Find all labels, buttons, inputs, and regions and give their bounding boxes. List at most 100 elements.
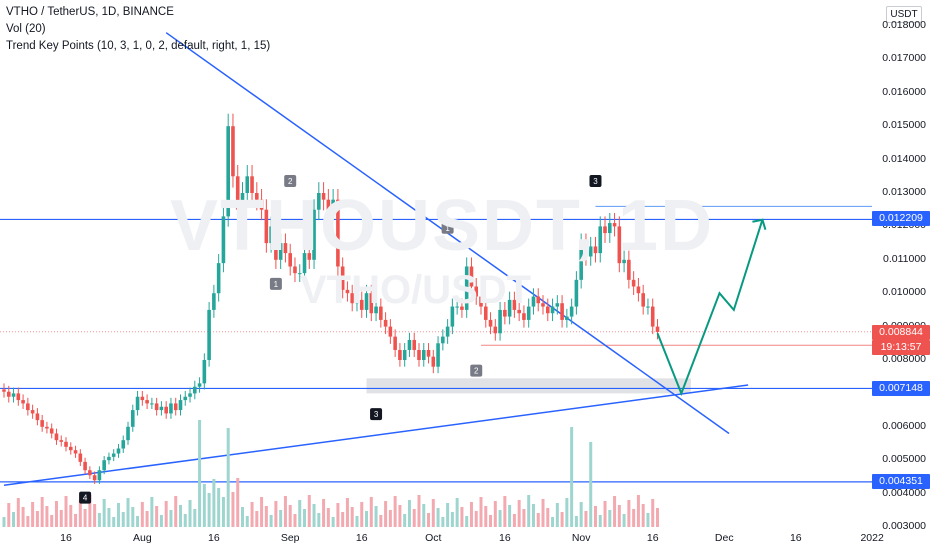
legend-symbol[interactable]: VTHO / TetherUS, 1D, BINANCE xyxy=(6,6,174,18)
candle-body[interactable] xyxy=(45,426,49,429)
candle-body[interactable] xyxy=(627,259,631,280)
candle-body[interactable] xyxy=(255,193,259,200)
candle-body[interactable] xyxy=(369,293,374,314)
candle-body[interactable] xyxy=(102,460,106,471)
candle-body[interactable] xyxy=(522,313,526,320)
candle-body[interactable] xyxy=(40,420,44,427)
candle-body[interactable] xyxy=(259,199,264,210)
candle-body[interactable] xyxy=(64,441,68,447)
candle-body[interactable] xyxy=(379,306,383,320)
legend-volume[interactable]: Vol (20) xyxy=(6,23,46,35)
candle-body[interactable] xyxy=(536,296,541,304)
candle-body[interactable] xyxy=(517,309,521,314)
candle-body[interactable] xyxy=(588,246,593,257)
candle-body[interactable] xyxy=(364,293,369,310)
candle-body[interactable] xyxy=(78,453,83,462)
candle-body[interactable] xyxy=(140,396,145,401)
candle-body[interactable] xyxy=(83,461,87,471)
candle-body[interactable] xyxy=(97,470,102,481)
candle-body[interactable] xyxy=(297,273,302,275)
candle-body[interactable] xyxy=(240,193,245,210)
candle-body[interactable] xyxy=(641,293,645,307)
currency-unit-button[interactable]: USDT xyxy=(886,6,922,23)
pivot-marker[interactable] xyxy=(370,408,383,421)
candle-body[interactable] xyxy=(221,216,226,264)
candle-body[interactable] xyxy=(479,296,483,307)
candle-body[interactable] xyxy=(35,413,40,421)
candle-body[interactable] xyxy=(455,306,459,308)
candle-body[interactable] xyxy=(326,199,331,210)
candle-body[interactable] xyxy=(603,226,607,234)
candle-body[interactable] xyxy=(607,223,612,234)
candle-body[interactable] xyxy=(231,126,235,177)
candle-body[interactable] xyxy=(631,279,636,287)
candle-body[interactable] xyxy=(650,306,655,327)
candle-body[interactable] xyxy=(264,209,269,244)
candle-body[interactable] xyxy=(116,448,121,454)
candle-body[interactable] xyxy=(250,176,254,193)
candle-body[interactable] xyxy=(145,400,149,404)
candle-body[interactable] xyxy=(612,223,617,227)
candle-body[interactable] xyxy=(426,349,431,357)
candle-body[interactable] xyxy=(150,403,154,405)
candle-body[interactable] xyxy=(11,393,16,397)
candle-body[interactable] xyxy=(121,440,126,449)
candle-body[interactable] xyxy=(59,440,64,442)
candle-body[interactable] xyxy=(636,286,641,294)
candle-body[interactable] xyxy=(531,296,536,307)
candle-body[interactable] xyxy=(226,126,230,217)
candle-body[interactable] xyxy=(202,360,207,384)
pivot-marker[interactable] xyxy=(284,175,297,187)
candle-body[interactable] xyxy=(550,306,555,314)
candle-body[interactable] xyxy=(307,253,312,260)
candle-body[interactable] xyxy=(68,446,73,451)
candle-body[interactable] xyxy=(421,349,426,360)
candle-body[interactable] xyxy=(164,406,168,414)
candle-body[interactable] xyxy=(646,306,650,308)
candle-body[interactable] xyxy=(169,403,173,414)
candle-body[interactable] xyxy=(617,226,622,264)
candle-body[interactable] xyxy=(469,266,474,287)
candle-body[interactable] xyxy=(154,403,159,411)
legend-indicator[interactable]: Trend Key Points (10, 3, 1, 0, 2, defaul… xyxy=(6,40,271,52)
candle-body[interactable] xyxy=(173,403,178,411)
rising-trendline[interactable] xyxy=(3,384,749,486)
candle-body[interactable] xyxy=(92,475,97,481)
candle-body[interactable] xyxy=(359,299,364,310)
candle-body[interactable] xyxy=(412,339,417,350)
candle-body[interactable] xyxy=(474,286,479,297)
candle-body[interactable] xyxy=(26,403,30,411)
candle-body[interactable] xyxy=(350,293,355,304)
candle-body[interactable] xyxy=(445,326,450,337)
candle-body[interactable] xyxy=(460,306,464,310)
pivot-marker[interactable] xyxy=(470,364,483,377)
candle-body[interactable] xyxy=(293,266,297,274)
candle-body[interactable] xyxy=(135,396,140,411)
candle-body[interactable] xyxy=(321,193,326,200)
candle-body[interactable] xyxy=(584,243,588,257)
candle-body[interactable] xyxy=(126,426,130,441)
candle-body[interactable] xyxy=(159,406,164,411)
candle-body[interactable] xyxy=(317,193,321,210)
candle-body[interactable] xyxy=(197,383,202,387)
candle-body[interactable] xyxy=(507,299,512,317)
pivot-marker[interactable] xyxy=(441,221,454,234)
candle-body[interactable] xyxy=(569,306,574,317)
candle-body[interactable] xyxy=(288,253,292,267)
candle-body[interactable] xyxy=(622,259,626,264)
candle-body[interactable] xyxy=(593,246,598,254)
candle-body[interactable] xyxy=(407,339,412,350)
candle-body[interactable] xyxy=(388,326,393,337)
projection-path[interactable] xyxy=(656,219,764,397)
candle-body[interactable] xyxy=(188,393,192,397)
candle-body[interactable] xyxy=(30,410,35,414)
candle-body[interactable] xyxy=(493,326,498,334)
candle-body[interactable] xyxy=(441,336,445,344)
candle-body[interactable] xyxy=(212,293,216,310)
pivot-marker[interactable] xyxy=(589,175,602,187)
candle-body[interactable] xyxy=(278,243,283,260)
pivot-marker[interactable] xyxy=(269,277,282,290)
candle-body[interactable] xyxy=(598,226,603,254)
candle-body[interactable] xyxy=(216,263,221,294)
